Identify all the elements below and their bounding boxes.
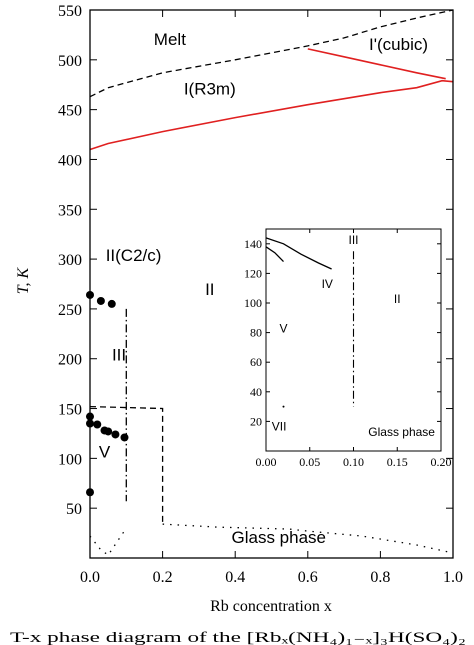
y-axis-label: T, K	[15, 266, 32, 294]
inset-series-layer	[265, 237, 355, 408]
inset-x-tick-label-1: 0.05	[299, 455, 320, 469]
y-tick-label-1: 100	[58, 451, 82, 468]
y-tick-label-3: 200	[58, 352, 82, 369]
y-tick-label-0: 50	[66, 501, 82, 518]
data-point-7-2	[107, 299, 116, 308]
x-tick-label-0: 0.0	[80, 569, 100, 586]
inset-y-tick-label-2: 60	[250, 355, 262, 369]
region-label-0: Melt	[154, 30, 186, 49]
inset-y-tick-label-0: 20	[250, 414, 262, 428]
inset-region-label-3: V	[279, 322, 287, 336]
region-label-4: II	[205, 280, 214, 299]
x-tick-label-5: 1.0	[443, 569, 463, 586]
inset-annotations-layer: III IV II V VII Glass phase	[272, 233, 436, 439]
inset-x-tick-label-3: 0.15	[387, 455, 408, 469]
inset-region-label-1: IV	[322, 277, 333, 291]
inset-x-tick-label-2: 0.10	[343, 455, 364, 469]
plot-frame	[89, 9, 454, 559]
inset-y-tick-label-1: 40	[250, 385, 262, 399]
data-point-8-5	[111, 430, 120, 439]
y-tick-label-2: 150	[58, 402, 82, 419]
x-axis-label: Rb concentration x	[210, 598, 332, 615]
series-line-5	[162, 523, 454, 554]
x-tick-label-4: 0.8	[370, 569, 390, 586]
inset-series-line-1	[265, 246, 284, 263]
figure-caption: T-x phase diagram of the [Rbₓ(NH₄)₁₋ₓ]₃H…	[10, 630, 466, 645]
inset-ticks-layer: 0.00 0.05 0.10 0.15 0.20 20 40 60 80 100 120 140	[244, 229, 452, 469]
inset-y-tick-label-3: 80	[250, 326, 262, 340]
y-tick-label-5: 300	[58, 252, 82, 269]
inset-y-tick-label-6: 140	[244, 237, 262, 251]
y-tick-label-6: 350	[58, 202, 82, 219]
data-point-8-4	[104, 427, 113, 436]
y-tick-label-8: 450	[58, 103, 82, 120]
inset-y-tick-label-5: 120	[244, 266, 262, 280]
series-line-6	[89, 527, 127, 556]
region-label-5: III	[112, 346, 126, 365]
region-label-7: Glass phase	[232, 528, 327, 547]
data-point-8-6	[120, 433, 129, 442]
inset-region-label-2: II	[394, 292, 401, 306]
series-line-2	[307, 48, 446, 80]
y-tick-label-4: 250	[58, 302, 82, 319]
inset-region-label-0: III	[348, 233, 358, 247]
inset-y-tick-label-4: 100	[244, 296, 262, 310]
inset-region-label-4: VII	[272, 419, 287, 433]
inset-region-label-5: Glass phase	[368, 425, 435, 439]
data-point-7-1	[96, 296, 105, 305]
x-tick-label-3: 0.6	[298, 569, 318, 586]
series-line-1	[89, 79, 454, 151]
region-label-1: I'(cubic)	[369, 35, 428, 54]
region-label-2: I(R3m)	[184, 80, 236, 99]
x-tick-label-1: 0.2	[153, 569, 173, 586]
inset-series-line-0	[265, 237, 332, 270]
inset-x-tick-label-0: 0.00	[256, 455, 277, 469]
x-tick-label-2: 0.4	[225, 569, 245, 586]
inset-chart: 0.00 0.05 0.10 0.15 0.20 20 40 60 80 100 120 140 II…	[244, 228, 452, 469]
y-tick-label-10: 550	[58, 3, 82, 20]
inset-x-tick-label-4: 0.20	[431, 455, 452, 469]
y-tick-label-9: 500	[58, 53, 82, 70]
inset-data-point-3-0	[282, 405, 285, 408]
series-line-0	[89, 9, 454, 98]
series-line-4	[89, 405, 164, 526]
main-ticks-layer: 0.0 0.2 0.4 0.6 0.8 1.0 50 100 150 200 250 300 350 40…	[58, 3, 463, 586]
y-tick-label-7: 400	[58, 152, 82, 169]
data-point-8-2	[93, 420, 102, 429]
region-label-3: II(C2/c)	[106, 246, 162, 265]
region-label-6: V	[99, 442, 111, 461]
